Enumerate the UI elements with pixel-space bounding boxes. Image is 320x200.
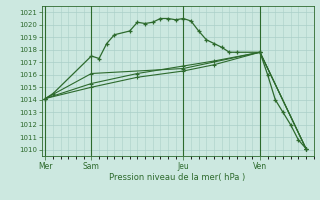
X-axis label: Pression niveau de la mer( hPa ): Pression niveau de la mer( hPa ) [109, 173, 246, 182]
